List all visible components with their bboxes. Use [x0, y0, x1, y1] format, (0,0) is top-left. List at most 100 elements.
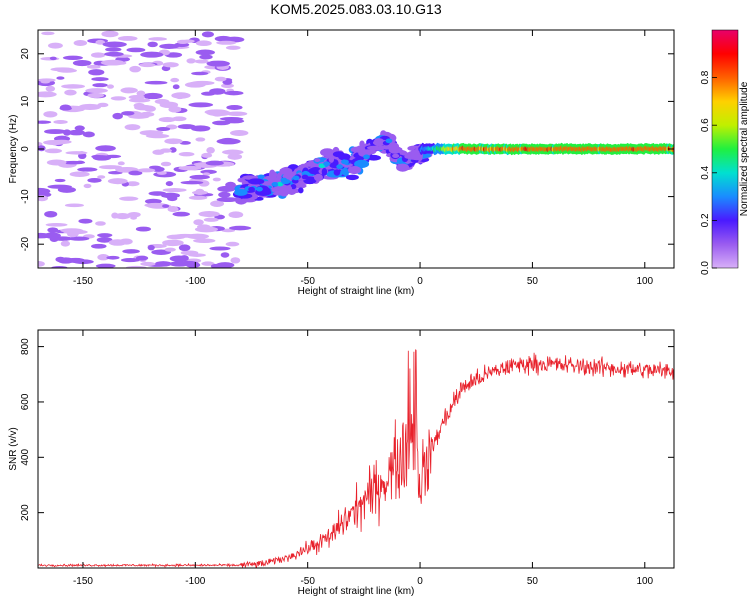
colorbar-tick-label: 0.2 — [700, 213, 711, 227]
spectrogram-y-tick-label: -20 — [20, 237, 31, 252]
spectrogram-cell — [51, 265, 68, 268]
spectrogram-cell — [78, 103, 102, 111]
spectrogram-cell — [148, 37, 168, 41]
spectrogram-cell — [139, 130, 162, 136]
spectrogram-cell — [50, 67, 75, 72]
spectrogram-marks — [38, 30, 674, 268]
spectrogram-cell — [392, 153, 400, 159]
spectrogram-cell — [354, 159, 370, 169]
snr-series-line — [38, 349, 675, 568]
spectrogram-cell — [210, 200, 225, 207]
spectrogram-cell — [144, 198, 162, 205]
spectrogram-cell — [220, 252, 230, 258]
spectrogram-cell — [177, 124, 196, 130]
spectrogram-cell — [90, 52, 106, 58]
spectrogram-cell — [173, 139, 183, 144]
spectrogram-cell — [87, 92, 105, 98]
spectrogram-cell — [174, 233, 197, 238]
spectrogram-cell — [338, 153, 351, 161]
spectrogram-cell — [61, 84, 86, 89]
spectrogram-cell — [101, 30, 119, 38]
spectrogram-cell — [410, 149, 421, 156]
spectrogram-cell — [195, 40, 212, 47]
spectrogram-cell — [303, 162, 316, 167]
spectrogram-cell — [165, 181, 174, 187]
spectrogram-cell — [97, 254, 110, 261]
spectrogram-cell — [139, 62, 156, 68]
colorbar-tick-label: 0.8 — [700, 70, 711, 84]
spectrogram-cell — [110, 96, 127, 101]
spectrogram-x-tick-label: -150 — [73, 276, 93, 287]
spectrogram-cell — [91, 77, 109, 82]
spectrogram-cell — [228, 225, 252, 231]
spectrogram-cell — [230, 257, 241, 264]
spectrogram-cell — [336, 164, 344, 170]
spectrogram-cell — [41, 31, 55, 36]
spectrogram-cell — [190, 80, 215, 86]
spectrogram-cell — [210, 263, 223, 268]
spectrogram-cell — [162, 239, 184, 247]
spectrogram-cell — [201, 91, 216, 96]
spectrogram-cell — [135, 255, 149, 261]
spectrogram-cell — [271, 181, 279, 187]
spectrogram-cell — [74, 125, 85, 131]
spectrogram-cell — [140, 261, 156, 266]
spectrogram-cell — [345, 174, 359, 181]
spectrogram-cell — [195, 49, 215, 56]
spectrogram-cell — [201, 152, 213, 158]
snr-y-label: SNR (v/v) — [8, 427, 19, 470]
spectrogram-cell — [105, 47, 122, 52]
spectrogram-cell — [120, 257, 140, 263]
spectrogram-cell — [248, 186, 255, 192]
spectrogram-cell — [225, 241, 240, 247]
spectrogram-cell — [221, 83, 234, 89]
spectrogram-cell — [137, 168, 156, 173]
colorbar-gradient — [711, 29, 739, 269]
spectrogram-cell — [38, 78, 56, 82]
spectrogram-cell — [193, 219, 204, 226]
spectrogram-cell — [129, 65, 141, 73]
spectrogram-cell — [201, 31, 214, 38]
spectrogram-cell — [189, 174, 210, 180]
spectrogram-cell — [75, 160, 85, 164]
spectrogram-cell — [106, 84, 114, 89]
spectrogram-cell — [283, 179, 291, 184]
spectrogram-cell — [168, 106, 182, 113]
spectrogram-cell — [182, 39, 195, 43]
spectrogram-cell — [135, 226, 151, 232]
spectrogram-cell — [214, 76, 227, 82]
spectrogram-x-ticks: -150 -100 -50 0 50 100 — [73, 30, 654, 287]
spectrogram-cell — [97, 175, 106, 179]
colorbar-label: Normalized spectral amplitude — [739, 81, 750, 216]
spectrogram-cell — [96, 236, 113, 243]
spectrogram-cell — [172, 84, 180, 90]
spectrogram-cell — [156, 127, 171, 132]
spectrogram-cell — [120, 87, 138, 94]
spectrogram-cell — [278, 184, 293, 193]
snr-panel: -150 -100 -50 0 50 100 200 400 600 800 Height of… — [8, 329, 675, 597]
spectrogram-cell — [301, 174, 309, 180]
spectrogram-cell — [147, 41, 158, 48]
spectrogram-cell — [366, 145, 382, 150]
spectrogram-cell — [107, 178, 128, 185]
spectrogram-cell — [85, 88, 108, 94]
spectrogram-cell — [67, 129, 86, 136]
spectrogram-cell — [178, 165, 202, 171]
spectrogram-cell — [158, 117, 176, 123]
spectrogram-cell — [156, 171, 167, 175]
spectrogram-y-ticks: -20 -10 0 10 20 — [20, 48, 674, 252]
spectrogram-cell — [178, 151, 195, 157]
spectrogram-cell — [104, 51, 124, 57]
spectrogram-cell — [171, 92, 191, 99]
spectrogram-cell — [136, 90, 146, 97]
spectrogram-cell — [206, 60, 230, 67]
spectrogram-cell — [87, 177, 102, 183]
spectrogram-cell — [78, 218, 93, 224]
spectrogram-cell — [68, 236, 90, 241]
spectrogram-cell — [147, 244, 155, 251]
spectrogram-cell — [111, 212, 119, 219]
spectrogram-cell — [114, 213, 131, 220]
spectrogram-cell — [139, 111, 155, 117]
snr-y-ticks: 200 400 600 800 — [20, 338, 674, 521]
